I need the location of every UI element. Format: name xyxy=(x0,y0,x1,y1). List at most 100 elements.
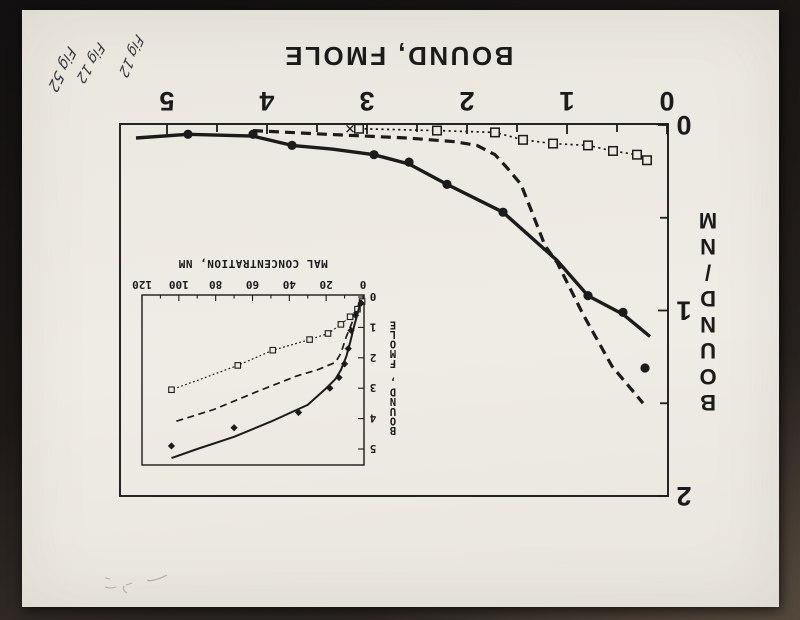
data-point xyxy=(335,373,343,382)
y-axis-label-char: N xyxy=(700,234,716,259)
y-axis-label-char: N xyxy=(390,395,396,407)
series-line xyxy=(171,301,363,391)
data-point xyxy=(608,145,618,156)
y-axis-label-char: O xyxy=(390,414,396,426)
data-point xyxy=(324,330,332,337)
y-axis-label-char: N xyxy=(700,312,716,337)
upside-down-page-content: 0 1 2 3 4 5 0 1 2 BOUND, FMOLE B O U N D / N M 0 20 40 60 80 10… xyxy=(22,10,779,607)
y-axis-label-char: L xyxy=(390,328,396,340)
y-axis-label-char: O xyxy=(390,338,396,350)
x-axis-label: MAL CONCENTRATION, NM xyxy=(178,257,328,270)
y-tick-label: 1 xyxy=(369,320,376,333)
data-point xyxy=(234,362,242,369)
y-tick-label: 0 xyxy=(676,110,691,140)
series-line xyxy=(252,129,645,405)
data-point xyxy=(432,125,442,136)
y-axis-label-char: M xyxy=(390,347,396,359)
y-axis-label-char: F xyxy=(390,357,396,369)
y-axis-label-char: / xyxy=(705,260,711,285)
y-axis-label-char: D xyxy=(390,386,396,398)
data-point xyxy=(618,307,628,317)
x-tick-label: 120 xyxy=(132,278,152,291)
x-cross-marker xyxy=(346,124,354,133)
data-point xyxy=(583,291,593,301)
y-axis-label-char: M xyxy=(699,208,717,233)
data-point xyxy=(404,157,414,167)
data-point xyxy=(498,207,508,217)
y-tick-label: 2 xyxy=(370,351,377,364)
data-point xyxy=(369,150,379,160)
inset-binding-plot: 0 20 40 60 80 100 120 0 1 2 3 4 5 MAL CONCENTRATION, … xyxy=(132,257,396,466)
series-dashed-curve xyxy=(174,299,362,423)
series-line xyxy=(358,127,648,161)
data-point xyxy=(352,311,360,319)
data-point xyxy=(632,149,642,160)
data-point xyxy=(306,336,313,343)
x-tick-label: 20 xyxy=(320,278,333,291)
data-point xyxy=(248,129,258,139)
y-tick-label: 2 xyxy=(676,481,691,511)
data-point xyxy=(167,442,176,450)
x-tick-label: 60 xyxy=(246,278,259,291)
data-point xyxy=(490,127,500,138)
series-dashed-curve xyxy=(252,129,645,405)
series-line xyxy=(171,299,363,460)
y-axis-label-char: U xyxy=(700,338,716,363)
data-point xyxy=(269,346,277,354)
y-tick-label: 1 xyxy=(676,296,691,326)
y-tick-label: 5 xyxy=(370,442,377,455)
series-filled-diamonds-solid xyxy=(167,299,365,460)
y-axis-label-char: O xyxy=(699,364,716,389)
data-point xyxy=(294,408,303,417)
data-point xyxy=(230,424,238,432)
data-point xyxy=(642,155,652,166)
data-point xyxy=(344,345,352,353)
x-tick-label: 100 xyxy=(169,278,189,291)
y-axis-label-char: E xyxy=(390,318,396,330)
x-tick-label: 0 xyxy=(659,86,674,116)
x-axis-label: BOUND, FMOLE xyxy=(283,41,514,71)
y-axis-label-char: , xyxy=(390,376,396,388)
y-tick-label: 3 xyxy=(370,381,377,394)
x-tick-label: 2 xyxy=(459,86,474,116)
y-axis-label-char: B xyxy=(390,424,396,436)
x-tick-label: 0 xyxy=(360,278,367,291)
x-tick-label: 3 xyxy=(359,86,374,116)
data-point xyxy=(287,140,297,151)
data-point xyxy=(640,363,650,373)
data-point xyxy=(442,179,452,189)
x-tick-label: 80 xyxy=(209,278,222,291)
data-point xyxy=(326,384,334,392)
data-point xyxy=(340,360,349,368)
series-line xyxy=(135,132,652,338)
series-open-squares-dotted xyxy=(346,123,652,166)
y-axis-label-char: U xyxy=(390,405,396,417)
y-axis-label-char: B xyxy=(700,390,716,415)
data-point xyxy=(518,134,528,145)
x-tick-label: 40 xyxy=(283,278,296,291)
data-point xyxy=(346,313,354,321)
y-axis-label-char: D xyxy=(700,286,716,311)
data-point xyxy=(168,386,175,394)
scanned-paper: 0 1 2 3 4 5 0 1 2 BOUND, FMOLE B O U N D / N M 0 20 40 60 80 10… xyxy=(22,10,779,607)
x-tick-label: 4 xyxy=(259,86,274,116)
series-line xyxy=(174,299,362,423)
x-tick-label: 5 xyxy=(159,86,174,116)
x-tick-label: 1 xyxy=(559,86,574,116)
y-tick-label: 4 xyxy=(369,412,376,425)
series-filled-circles-solid xyxy=(135,129,652,373)
plot-border xyxy=(141,294,365,466)
data-point xyxy=(583,140,593,151)
data-point xyxy=(548,138,558,149)
data-point xyxy=(347,326,355,335)
data-point xyxy=(183,129,193,139)
data-point xyxy=(357,299,365,307)
pencil-smudge xyxy=(104,574,168,594)
plot-border xyxy=(119,123,669,497)
data-point xyxy=(354,123,364,134)
y-tick-label: 0 xyxy=(370,290,377,303)
data-point xyxy=(337,321,345,328)
